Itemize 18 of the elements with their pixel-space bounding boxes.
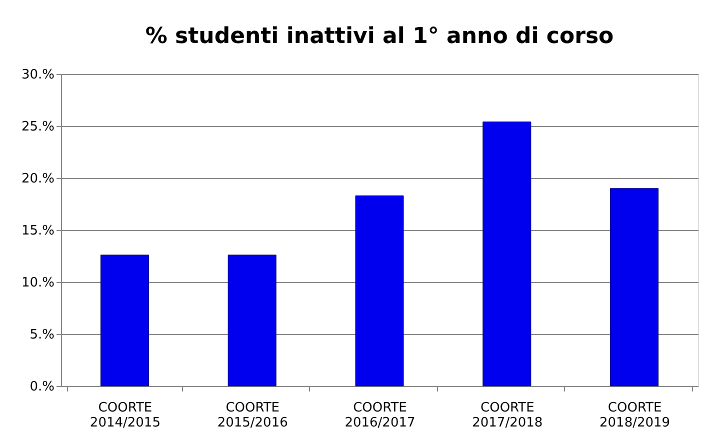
y-tick-label: 10.% <box>21 276 54 290</box>
y-tick-label: 15.% <box>21 224 54 238</box>
bar <box>100 254 149 386</box>
y-tick-label: 5.% <box>30 328 54 342</box>
x-tick-label: COORTE 2018/2019 <box>600 400 670 430</box>
bar <box>482 122 532 386</box>
x-tick-label: COORTE 2016/2017 <box>344 400 416 430</box>
y-tick-label: 25.% <box>21 120 54 134</box>
chart-title: % studenti inattivi al 1° anno di corso <box>145 24 614 49</box>
x-tick-label: COORTE 2017/2018 <box>472 400 543 430</box>
x-tick-label: COORTE 2015/2016 <box>217 400 288 430</box>
bar <box>228 254 276 386</box>
y-tick-label: 0.% <box>30 380 54 394</box>
y-tick-label: 30.% <box>21 68 54 82</box>
y-tick-label: 20.% <box>21 172 54 186</box>
x-tick-label: COORTE 2014/2015 <box>90 400 160 430</box>
bar <box>355 195 404 386</box>
bar <box>610 188 659 386</box>
